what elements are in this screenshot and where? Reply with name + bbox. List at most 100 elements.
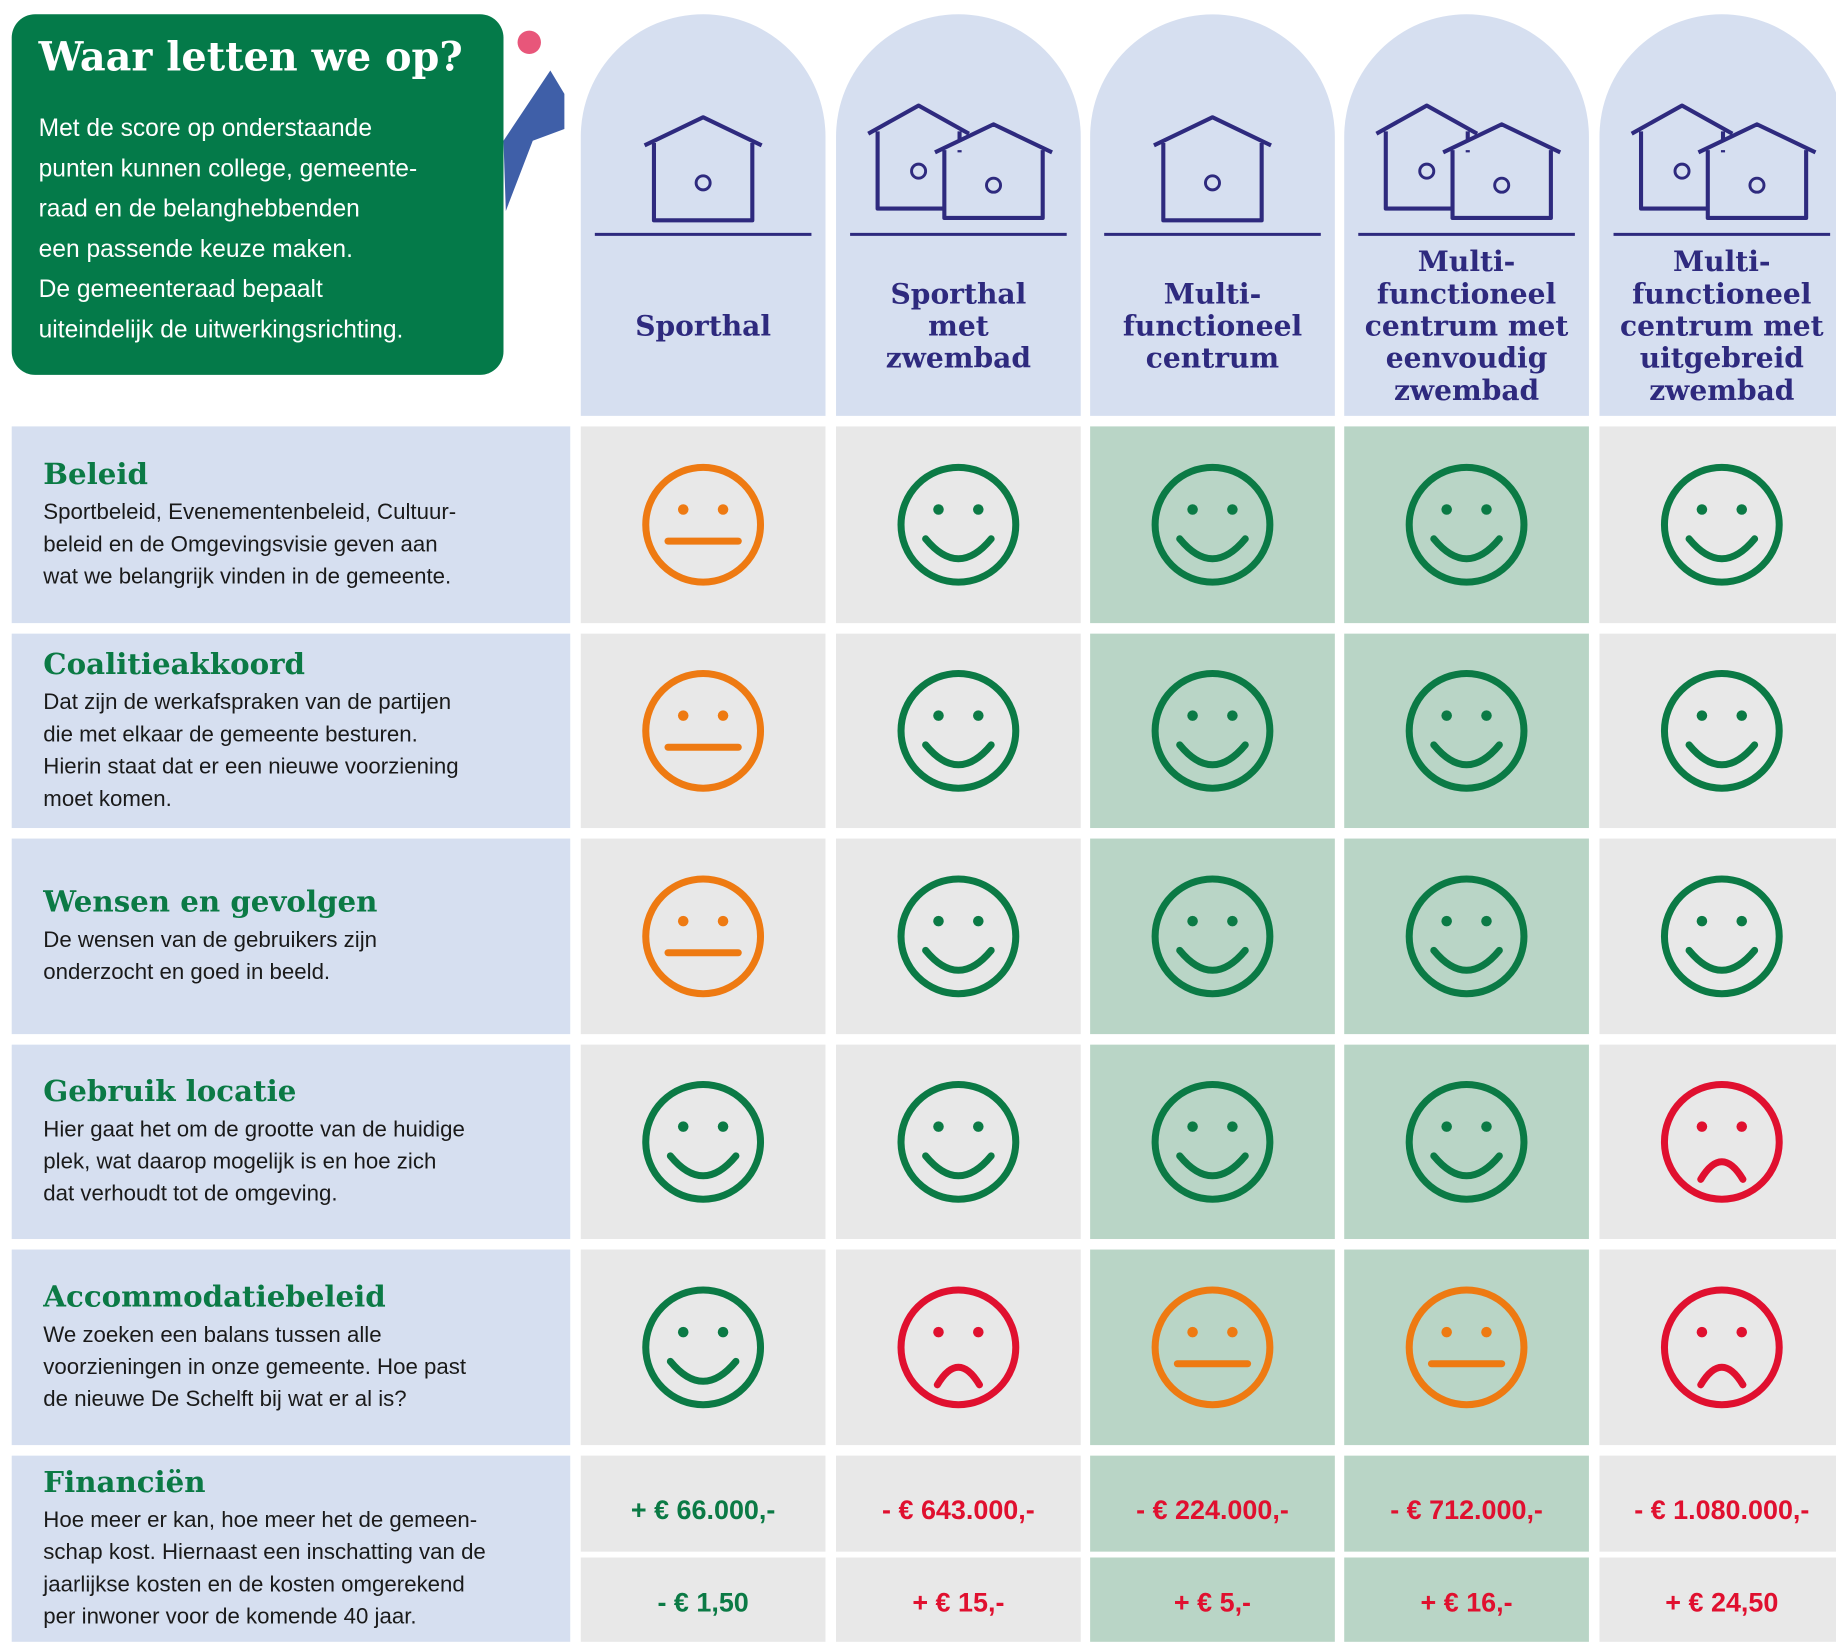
smiley-happy (642, 1286, 765, 1409)
score-cell (1090, 633, 1335, 829)
row-text: de nieuwe De Schelft bij wat er al is? (43, 1386, 406, 1411)
column-label: Sporthal (635, 310, 771, 343)
smiley-neutral (1405, 1286, 1528, 1409)
smiley-eye (717, 504, 729, 515)
smiley-happy (897, 1080, 1020, 1203)
column-label: Multi- (1164, 277, 1262, 310)
smiley-eye (677, 1121, 689, 1132)
column-label: functioneel (1632, 277, 1811, 310)
smiley-happy (1151, 1080, 1274, 1203)
row-text: Hierin staat dat er een nieuwe voorzieni… (43, 754, 458, 779)
smiley-sad (1660, 1080, 1783, 1203)
score-cell (580, 633, 826, 829)
score-cell (1344, 1249, 1589, 1446)
smiley-eye (1227, 504, 1238, 515)
smiley-eye (717, 710, 729, 721)
smiley-eye (677, 710, 689, 721)
smiley-face (1405, 669, 1528, 792)
smiley-eye (717, 1326, 729, 1338)
score-cell (836, 426, 1081, 624)
smiley-eye (1736, 710, 1748, 721)
column-label: functioneel (1377, 277, 1556, 310)
smiley-happy (1151, 669, 1274, 792)
smiley-eye (933, 504, 944, 515)
score-cell (580, 1044, 826, 1240)
row-title: Financiën (43, 1465, 205, 1499)
smiley-mouth (1685, 946, 1759, 974)
column-label: eenvoudig (1386, 342, 1548, 375)
score-cell (580, 1249, 826, 1446)
score-cell (1599, 838, 1836, 1035)
row-text: die met elkaar de gemeente besturen. (43, 721, 418, 746)
finance-cell (580, 1455, 826, 1552)
row-text: Hoe meer er kan, hoe meer het de gemeen- (43, 1507, 477, 1532)
smiley-eye (1481, 504, 1492, 515)
house-figure (1203, 174, 1221, 192)
smiley-neutral (642, 463, 765, 586)
smiley-face (1405, 463, 1528, 586)
column-label: zwembad (1394, 374, 1539, 407)
smiley-face (897, 669, 1020, 792)
smiley-mouth (1697, 1363, 1747, 1389)
smiley-eye (1441, 915, 1452, 927)
intro-text: Met de score op onderstaande (39, 115, 372, 142)
intro-text: een passende keuze maken. (39, 236, 353, 263)
smiley-eye (1696, 915, 1708, 927)
smiley-eye (1736, 504, 1748, 515)
smiley-mouth (666, 1152, 740, 1180)
smiley-eye (1696, 1326, 1708, 1338)
row-title: Gebruik locatie (43, 1074, 296, 1108)
row-text: per inwoner voor de komende 40 jaar. (43, 1604, 416, 1629)
smiley-eye (1696, 1121, 1708, 1132)
row-label-cell (11, 1044, 571, 1240)
smiley-eye (973, 1326, 984, 1338)
smiley-eye (1481, 1121, 1492, 1132)
score-cell (580, 838, 826, 1035)
smiley-mouth (922, 535, 995, 563)
row-text: wat we belangrijk vinden in de gemeente. (42, 564, 451, 589)
finance-cell (836, 1557, 1081, 1642)
smiley-mouth (933, 1363, 983, 1389)
smiley-happy (1660, 875, 1783, 998)
smiley-mouth (922, 741, 995, 769)
row-title: Coalitieakkoord (43, 647, 305, 681)
smiley-face (642, 1080, 765, 1203)
smiley-face (1405, 875, 1528, 998)
smiley-face (1660, 463, 1783, 586)
smiley-happy (1151, 875, 1274, 998)
smiley-mouth (922, 1152, 995, 1180)
row-text: onderzocht en goed in beeld. (43, 959, 330, 984)
row-text: Hier gaat het om de grootte van de huidi… (43, 1116, 465, 1141)
smiley-eye (717, 1121, 729, 1132)
finance-cell (1090, 1557, 1335, 1642)
smiley-face (642, 1286, 765, 1409)
finance-value: - € 712.000,- (1390, 1495, 1543, 1525)
row-label-cell (11, 1455, 571, 1642)
smiley-eye (973, 504, 984, 515)
row-label-cell (11, 838, 571, 1035)
finance-cell (1599, 1455, 1836, 1552)
intro-text: uiteindelijk de uitwerkingsrichting. (39, 316, 404, 343)
score-cell (1599, 426, 1836, 624)
score-cell (1090, 1044, 1335, 1240)
person-head (517, 30, 541, 55)
finance-value: + € 24,50 (1665, 1587, 1778, 1617)
score-cell (1599, 1249, 1836, 1446)
smiley-eye (973, 915, 984, 927)
column-label: centrum met (1620, 310, 1824, 343)
row-text: voorzieningen in onze gemeente. Hoe past (43, 1354, 467, 1379)
smiley-mouth (1176, 946, 1249, 974)
smiley-mouth (1430, 946, 1503, 974)
intro-text: De gemeenteraad bepaalt (39, 276, 323, 303)
smiley-eye (1187, 1121, 1198, 1132)
column-label: zwembad (1649, 374, 1794, 407)
column-label: zwembad (886, 342, 1031, 375)
smiley-mouth (922, 946, 995, 974)
smiley-mouth (1176, 741, 1249, 769)
smiley-eye (933, 915, 944, 927)
house-icon (1153, 115, 1272, 223)
finance-value: + € 66.000,- (631, 1495, 775, 1525)
column-label: Sporthal (891, 277, 1027, 310)
